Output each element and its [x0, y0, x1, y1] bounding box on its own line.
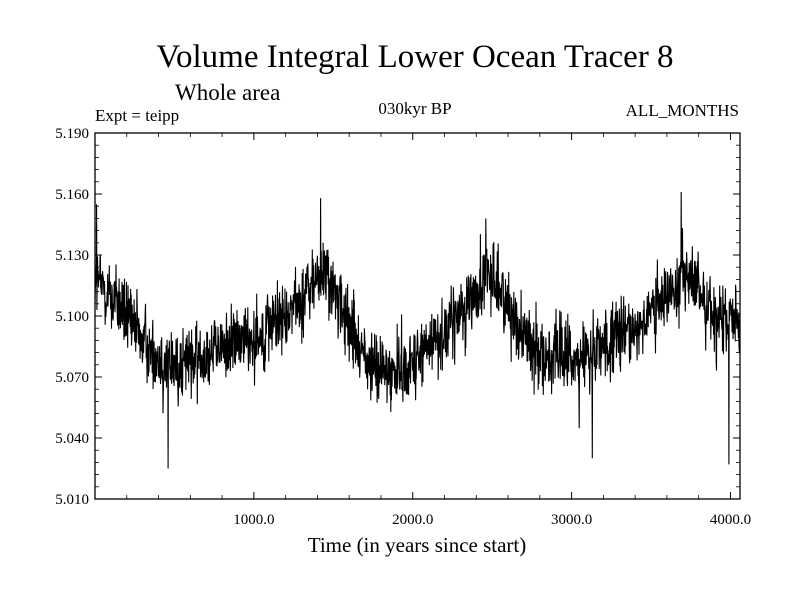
- series-line: [95, 191, 740, 469]
- chart-subtitle: Whole area: [175, 80, 280, 105]
- y-tick-label: 5.160: [55, 187, 89, 203]
- series-layer: [95, 191, 740, 469]
- x-tick-label: 2000.0: [392, 512, 433, 528]
- x-tick-label: 1000.0: [233, 512, 274, 528]
- expt-label: Expt = teipp: [95, 106, 179, 125]
- x-axis: 1000.0 2000.0 3000.0 4000.0: [126, 133, 751, 528]
- x-tick-label: 4000.0: [710, 512, 751, 528]
- x-axis-label: Time (in years since start): [308, 533, 527, 557]
- y-tick-label: 5.070: [55, 370, 89, 386]
- y-tick-label: 5.040: [55, 431, 89, 447]
- chart-title: Volume Integral Lower Ocean Tracer 8: [156, 39, 673, 75]
- months-label: ALL_MONTHS: [626, 101, 739, 120]
- y-axis: 5.010 5.040 5.070 5.100 5.130 5.160 5.190: [55, 126, 740, 508]
- y-tick-label: 5.100: [55, 309, 89, 325]
- x-tick-label: 3000.0: [551, 512, 592, 528]
- y-tick-label: 5.130: [55, 248, 89, 264]
- y-tick-label: 5.190: [55, 126, 89, 142]
- y-tick-label: 5.010: [55, 492, 89, 508]
- period-label: 030kyr BP: [378, 99, 451, 118]
